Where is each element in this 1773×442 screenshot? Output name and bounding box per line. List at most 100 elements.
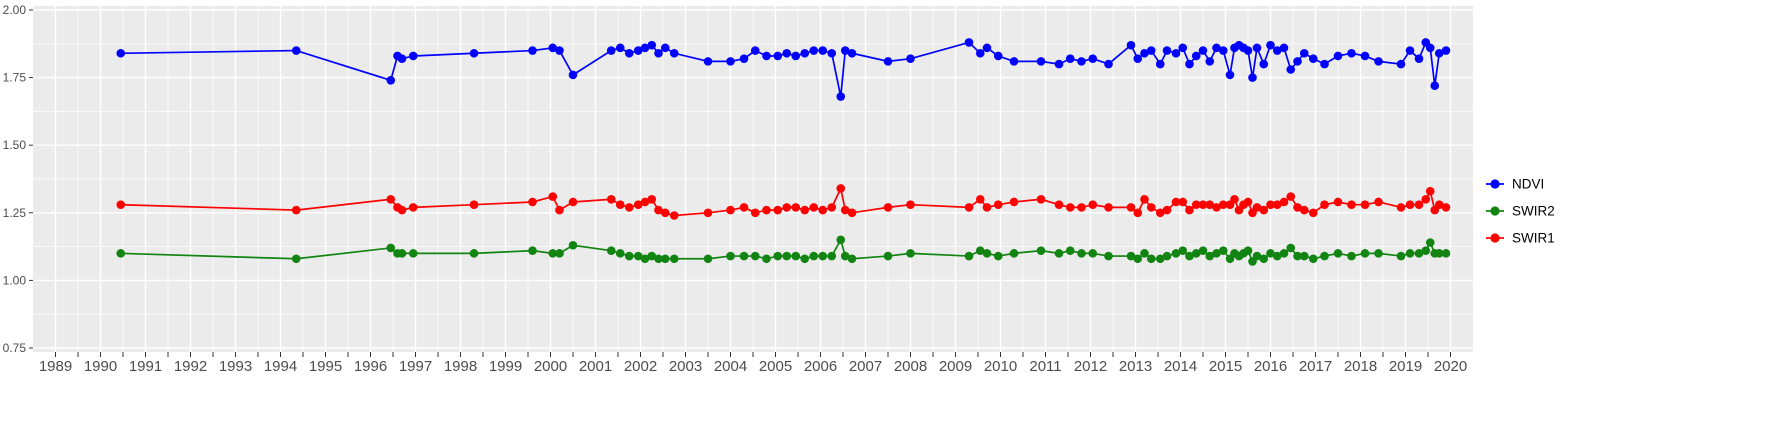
series-ndvi-point xyxy=(1308,54,1318,63)
series-ndvi-point xyxy=(827,48,837,58)
series-ndvi-point xyxy=(1162,46,1172,55)
series-swir1-point xyxy=(1414,200,1424,209)
series-swir1-point xyxy=(116,200,126,209)
series-swir2-point xyxy=(791,251,801,261)
series-swir1-point xyxy=(1218,200,1228,209)
series-swir1-point xyxy=(1205,200,1215,209)
series-swir2-point xyxy=(386,243,396,253)
series-swir1-point xyxy=(840,205,850,215)
series-swir1-point xyxy=(809,203,819,212)
series-swir1-point xyxy=(762,205,771,215)
series-swir1-point xyxy=(1320,200,1329,209)
series-ndvi-point xyxy=(1065,54,1075,63)
series-swir1-point xyxy=(528,197,537,207)
x-tick-label: 1991 xyxy=(129,358,162,375)
x-tick-label: 2012 xyxy=(1074,358,1107,375)
series-swir1-point xyxy=(1425,186,1435,196)
series-swir1-point xyxy=(773,205,783,215)
series-swir1-point xyxy=(568,197,578,207)
legend-label: SWIR1 xyxy=(1512,231,1555,246)
series-swir1-point xyxy=(1054,200,1064,209)
series-swir1-point xyxy=(1171,197,1181,207)
series-swir1-point xyxy=(1133,208,1143,218)
series-swir1-point xyxy=(1421,194,1431,204)
x-tick-label: 2005 xyxy=(759,358,792,375)
x-tick-label: 2013 xyxy=(1119,358,1152,375)
series-swir2-point xyxy=(606,246,616,255)
series-swir2-point xyxy=(1178,246,1188,255)
x-tick-label: 2017 xyxy=(1299,358,1332,375)
series-swir2-point xyxy=(964,251,974,261)
y-tick-label: 1.00 xyxy=(3,273,27,287)
series-swir2-point xyxy=(1374,249,1383,258)
series-swir2-point xyxy=(1286,243,1296,253)
series-swir2-point xyxy=(750,251,760,261)
series-ndvi-point xyxy=(1293,57,1302,66)
y-tick-label: 1.75 xyxy=(3,71,27,85)
series-swir2-point xyxy=(528,246,537,255)
series-ndvi-point xyxy=(773,51,783,61)
series-swir2-point xyxy=(615,249,625,258)
series-swir2-point xyxy=(1191,249,1201,258)
legend-label: SWIR2 xyxy=(1512,204,1555,219)
series-swir2-point xyxy=(1441,249,1451,258)
x-tick-label: 1989 xyxy=(39,358,72,375)
series-ndvi-point xyxy=(1191,51,1201,61)
x-tick-label: 1993 xyxy=(219,358,252,375)
series-swir1-point xyxy=(1126,203,1136,212)
series-ndvi-point xyxy=(1434,48,1444,58)
series-ndvi-point xyxy=(469,48,479,58)
series-swir1-point xyxy=(633,200,643,209)
legend-item-swir2: SWIR2 xyxy=(1486,204,1555,219)
legend: NDVI SWIR2 SWIR1 xyxy=(1486,177,1555,246)
series-swir1-point xyxy=(836,184,846,193)
series-ndvi-point xyxy=(1430,81,1440,91)
series-swir1-point xyxy=(1162,205,1172,215)
series-ndvi-point xyxy=(739,54,749,63)
series-ndvi-point xyxy=(975,48,985,58)
series-swir1-point xyxy=(818,205,828,215)
series-swir2-point xyxy=(836,235,846,245)
x-tick-label: 2020 xyxy=(1434,358,1467,375)
legend-item-swir1: SWIR1 xyxy=(1486,231,1555,246)
series-swir1-point xyxy=(975,194,985,204)
series-ndvi-point xyxy=(548,43,558,53)
series-swir1-point xyxy=(647,194,657,204)
series-ndvi-point xyxy=(1360,51,1370,61)
series-swir2-point xyxy=(906,249,915,258)
series-swir1-point xyxy=(1293,203,1302,212)
series-ndvi-point xyxy=(1286,65,1296,74)
series-ndvi-point xyxy=(1178,43,1188,53)
y-tick-label: 1.50 xyxy=(3,138,27,152)
series-swir2-point xyxy=(809,251,819,261)
series-swir1-point xyxy=(548,192,558,201)
series-swir1-point xyxy=(1230,194,1239,204)
series-swir2-point xyxy=(1088,249,1098,258)
series-swir2-point xyxy=(1155,254,1165,264)
x-tick-label: 2018 xyxy=(1344,358,1377,375)
series-ndvi-point xyxy=(1171,48,1181,58)
series-swir1-point xyxy=(1185,205,1194,215)
series-ndvi-point xyxy=(116,48,126,58)
series-ndvi-point xyxy=(1185,59,1194,69)
x-tick-label: 2006 xyxy=(804,358,837,375)
series-swir2-point xyxy=(739,251,749,261)
series-swir2-point xyxy=(640,254,650,264)
series-swir1-point xyxy=(1065,203,1075,212)
series-ndvi-point xyxy=(1009,57,1019,66)
series-ndvi-point xyxy=(1036,57,1046,66)
series-ndvi-point xyxy=(840,46,850,55)
series-swir2-point xyxy=(116,249,126,258)
series-swir2-point xyxy=(782,251,792,261)
series-swir1-point xyxy=(606,194,616,204)
series-ndvi-point xyxy=(291,46,301,55)
series-ndvi-point xyxy=(1405,46,1415,55)
series-swir1-point xyxy=(800,205,810,215)
series-swir2-point xyxy=(1205,251,1215,261)
series-swir1-point xyxy=(703,208,713,218)
series-swir2-point xyxy=(1036,246,1046,255)
x-tick-label: 2000 xyxy=(534,358,567,375)
series-swir1-point xyxy=(1191,200,1201,209)
series-swir2-point xyxy=(1320,251,1329,261)
series-swir2-point xyxy=(975,246,985,255)
